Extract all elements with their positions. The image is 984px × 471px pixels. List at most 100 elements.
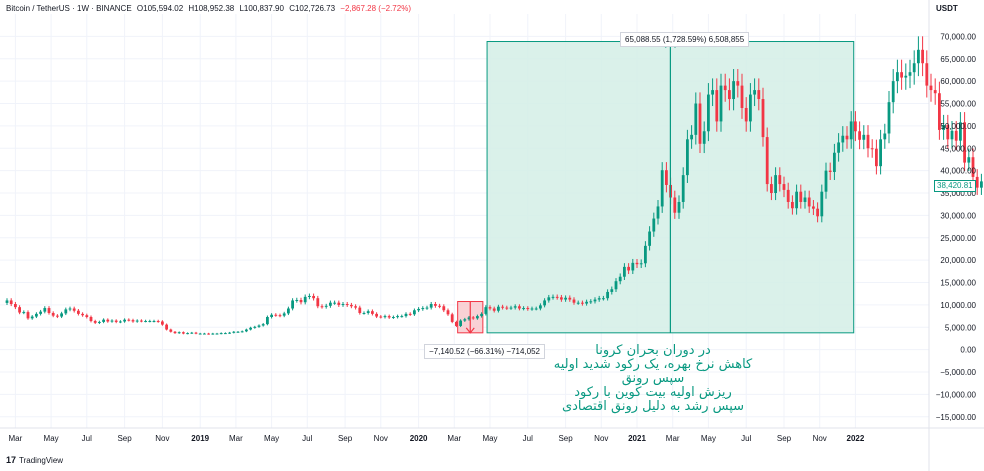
candle-body [438, 305, 441, 307]
x-tick-label: Mar [9, 434, 23, 443]
x-tick-label: 2020 [410, 434, 428, 443]
candle-body [488, 307, 492, 309]
candle-body [761, 99, 765, 138]
candle-body [933, 90, 937, 94]
candle-body [396, 316, 399, 318]
candle-body [240, 331, 244, 333]
candle-body [77, 310, 80, 314]
candle-body [236, 331, 240, 333]
candle-body [681, 175, 685, 202]
y-tick-label: 60,000.00 [940, 77, 976, 86]
candle-body [959, 122, 962, 141]
candle-body [597, 298, 601, 300]
candle-body [854, 121, 857, 132]
candle-body [513, 306, 517, 308]
candle-body [618, 276, 622, 282]
candle-body [492, 308, 496, 311]
y-axis[interactable]: −15,000.00 −10,000.00 −5,000.00 0.00 5,000.0… [936, 32, 977, 421]
candle-body [635, 262, 639, 265]
candle-body [375, 313, 378, 317]
candle-body [442, 306, 446, 311]
candle-body [266, 317, 269, 325]
candle-body [736, 81, 740, 86]
y-tick-label: 15,000.00 [940, 279, 976, 288]
candle-body [858, 131, 861, 140]
candle-body [329, 302, 332, 306]
candle-body [177, 332, 181, 334]
candle-body [144, 321, 147, 323]
note-line: ریزش اولیه بیت کوین با رکود [574, 385, 732, 400]
candle-body [261, 324, 265, 326]
candle-body [522, 308, 525, 310]
candle-body [14, 304, 17, 308]
candle-body [47, 308, 51, 313]
note-line: سپس رونق [621, 371, 685, 386]
candle-body [60, 313, 63, 317]
x-axis[interactable]: Mar May Jul Sep Nov 2019 Mar May Jul Sep Nov 2020 Ma… [9, 434, 865, 443]
candle-body [942, 124, 945, 130]
x-tick-label: Nov [594, 434, 608, 443]
candle-body [900, 72, 903, 78]
candle-body [102, 319, 105, 322]
x-tick-label: Nov [374, 434, 388, 443]
candle-body [123, 319, 126, 322]
y-tick-label: 30,000.00 [940, 211, 976, 220]
x-tick-label: May [482, 434, 497, 443]
candle-body [938, 93, 941, 130]
open-value: O105,594.02 [136, 4, 184, 13]
symbol-title[interactable]: Bitcoin / TetherUS · 1W · BINANCE [6, 4, 132, 13]
measure-zones [457, 41, 855, 334]
candle-body [505, 307, 509, 309]
candle-body [896, 72, 899, 82]
candle-body [127, 319, 131, 321]
tradingview-brand[interactable]: 17 TradingView [6, 455, 63, 465]
candle-body [345, 304, 349, 306]
y-tick-label: 20,000.00 [940, 256, 976, 265]
candle-body [568, 297, 572, 300]
candle-body [639, 263, 643, 265]
y-tick-label: 55,000.00 [940, 100, 976, 109]
candle-body [585, 301, 588, 304]
candle-body [287, 308, 290, 314]
y-tick-label: −10,000.00 [936, 390, 977, 399]
candle-body [476, 316, 479, 319]
x-tick-label: Mar [447, 434, 461, 443]
x-tick-label: 2019 [191, 434, 209, 443]
candle-body [648, 231, 651, 246]
currency-label[interactable]: USDT [936, 4, 958, 13]
candle-body [278, 315, 282, 317]
candle-body [820, 191, 824, 217]
candle-body [770, 184, 773, 194]
candle-body [400, 316, 404, 318]
candle-body [875, 148, 878, 167]
candle-body [732, 81, 735, 100]
candle-body [711, 90, 714, 95]
change-value: −2,867.28 (−2.72%) [340, 4, 411, 13]
candle-body [564, 297, 567, 300]
candle-body [908, 72, 912, 76]
candle-body [581, 302, 584, 304]
measure-down-label: −7,140.52 (−66.31%) −714,052 [424, 344, 545, 359]
candle-body [795, 191, 798, 209]
candle-body [341, 304, 345, 306]
candle-body [501, 306, 504, 308]
candle-body [459, 320, 462, 326]
y-tick-label: −5,000.00 [940, 368, 976, 377]
candle-body [354, 306, 357, 308]
x-tick-label: 2021 [628, 434, 646, 443]
candle-body [43, 308, 47, 312]
candle-body [828, 170, 832, 172]
candle-body [980, 181, 983, 188]
candle-body [35, 313, 38, 317]
y-tick-label: 70,000.00 [940, 32, 976, 41]
candle-body [467, 317, 471, 320]
candle-body [152, 321, 156, 323]
candle-body [404, 313, 408, 317]
candle-body [551, 296, 555, 298]
candle-body [161, 321, 164, 325]
candle-body [219, 333, 223, 335]
candle-body [425, 307, 429, 309]
candle-body [30, 316, 34, 319]
x-tick-label: May [701, 434, 716, 443]
